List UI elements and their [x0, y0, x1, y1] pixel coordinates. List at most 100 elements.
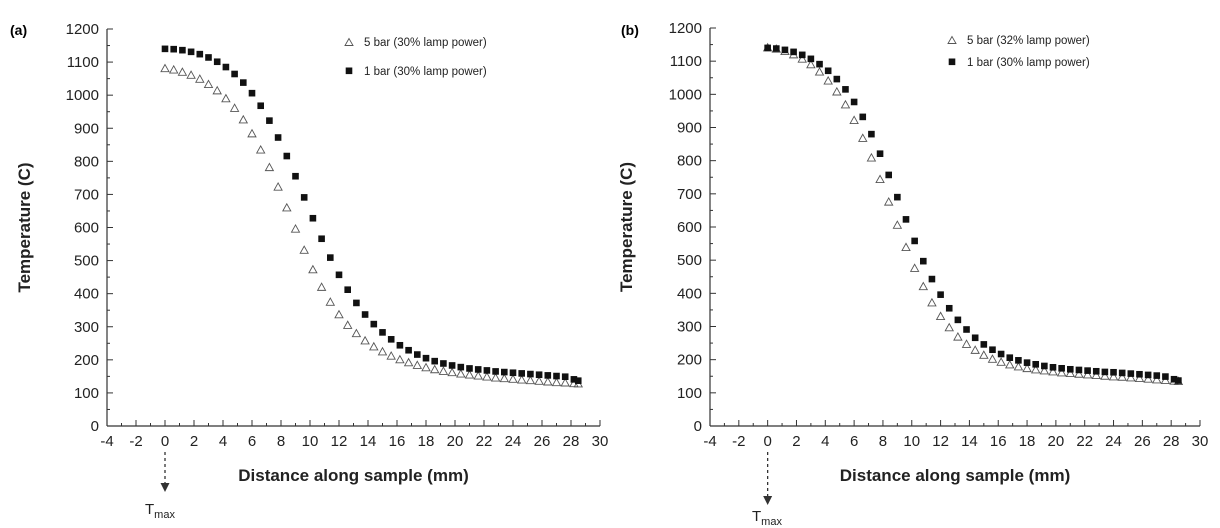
data-point-square [448, 362, 456, 369]
y-tick-label: 900 [74, 120, 99, 137]
x-tick-label: 4 [821, 433, 829, 450]
y-tick-label: 0 [694, 418, 702, 435]
data-point-square [894, 193, 901, 201]
data-point-triangle [1151, 374, 1162, 384]
data-point-triangle [264, 162, 275, 172]
y-tick-label: 600 [677, 219, 702, 236]
x-tick-label: 2 [190, 433, 198, 450]
data-point-triangle [979, 350, 989, 359]
x-tick-label: 22 [1076, 433, 1093, 450]
y-tick-label: 500 [74, 253, 99, 270]
y-tick-label: 600 [74, 220, 99, 237]
data-point-triangle [221, 93, 231, 103]
data-point-square [902, 216, 910, 223]
tmax-label-subscript: max [761, 516, 782, 528]
x-tick-label: 10 [903, 433, 920, 450]
data-point-square [816, 60, 823, 68]
data-point-triangle [935, 311, 946, 320]
y-tick-label: 400 [74, 286, 99, 303]
data-point-square [161, 45, 169, 53]
data-point-square [954, 316, 962, 324]
data-point-square [335, 271, 343, 279]
data-point-triangle [551, 377, 562, 387]
x-tick-label: 30 [1192, 433, 1209, 450]
data-point-square [179, 46, 186, 54]
data-point-triangle [814, 66, 825, 76]
data-point-triangle [290, 224, 301, 233]
x-tick-label: 12 [932, 433, 949, 450]
data-point-triangle [866, 152, 877, 162]
x-tick-label: 18 [418, 433, 435, 450]
y-tick-label: 100 [74, 385, 99, 402]
data-point-triangle [386, 351, 396, 360]
data-point-square [196, 50, 204, 58]
x-tick-label: 30 [592, 433, 609, 450]
data-point-triangle [857, 133, 868, 142]
y-tick-label: 800 [677, 153, 702, 170]
data-point-triangle [883, 196, 894, 206]
data-point-triangle [1134, 373, 1145, 383]
data-point-square [509, 369, 517, 377]
data-point-triangle [508, 374, 518, 383]
data-point-square [1041, 362, 1048, 370]
data-point-triangle [875, 174, 885, 184]
y-tick-label: 500 [677, 252, 702, 269]
data-point-triangle [377, 346, 388, 356]
data-point-triangle [490, 372, 501, 382]
data-point-triangle [543, 376, 553, 386]
data-point-triangle [560, 377, 570, 387]
data-point-square [1049, 363, 1057, 371]
data-point-square [971, 334, 979, 342]
data-point-triangle [456, 368, 466, 378]
data-point-square [1170, 375, 1178, 383]
chart-panel: (b)0100200300400500600700800900100011001… [617, 20, 1208, 528]
tmax-annotation: Tmax [145, 452, 175, 521]
data-point-square [911, 237, 918, 245]
legend-label: 5 bar (30% lamp power) [364, 37, 487, 49]
data-point-square [213, 58, 221, 66]
y-tick-label: 300 [74, 319, 99, 336]
data-point-square [292, 172, 299, 180]
data-point-square [945, 304, 953, 312]
data-point-square [379, 329, 386, 336]
legend: 5 bar (30% lamp power) 1 bar (30% lamp po… [344, 37, 487, 78]
series-2 [764, 44, 1182, 384]
data-point-triangle [438, 366, 449, 375]
data-point-triangle [892, 220, 903, 229]
data-point-square [764, 44, 771, 52]
data-point-triangle [212, 85, 222, 95]
y-axis-title: Temperature (C) [15, 162, 34, 292]
data-point-triangle [369, 341, 379, 351]
data-point-triangle [1065, 368, 1076, 378]
tmax-label-main: T [145, 501, 154, 518]
data-point-triangle [429, 364, 440, 374]
data-point-triangle [255, 144, 266, 154]
data-point-triangle [823, 75, 833, 85]
data-point-square [798, 51, 806, 59]
x-tick-label: 12 [331, 433, 348, 450]
data-point-triangle [395, 354, 405, 364]
data-point-square [553, 372, 560, 380]
data-point-triangle [421, 362, 431, 372]
data-point-square [807, 55, 815, 63]
series-1 [160, 63, 584, 388]
data-point-triangle [168, 64, 179, 74]
tmax-arrow-head [763, 496, 773, 505]
data-point-triangle [996, 357, 1006, 366]
x-tick-label: 6 [248, 433, 256, 450]
x-tick-label: 24 [1105, 433, 1122, 450]
data-point-triangle [953, 331, 963, 341]
data-point-square [963, 326, 970, 333]
data-point-triangle [1117, 372, 1127, 381]
data-point-triangle [160, 63, 170, 73]
data-point-square [405, 346, 412, 354]
x-axis-title: Distance along sample (mm) [840, 466, 1071, 485]
y-tick-label: 800 [74, 153, 99, 170]
data-point-square [535, 371, 543, 379]
x-tick-label: 18 [1019, 433, 1036, 450]
data-point-triangle [325, 297, 336, 306]
data-point-square [170, 45, 177, 53]
data-point-square [859, 113, 867, 121]
data-point-triangle [499, 373, 510, 383]
y-tick-label: 1100 [67, 54, 99, 71]
